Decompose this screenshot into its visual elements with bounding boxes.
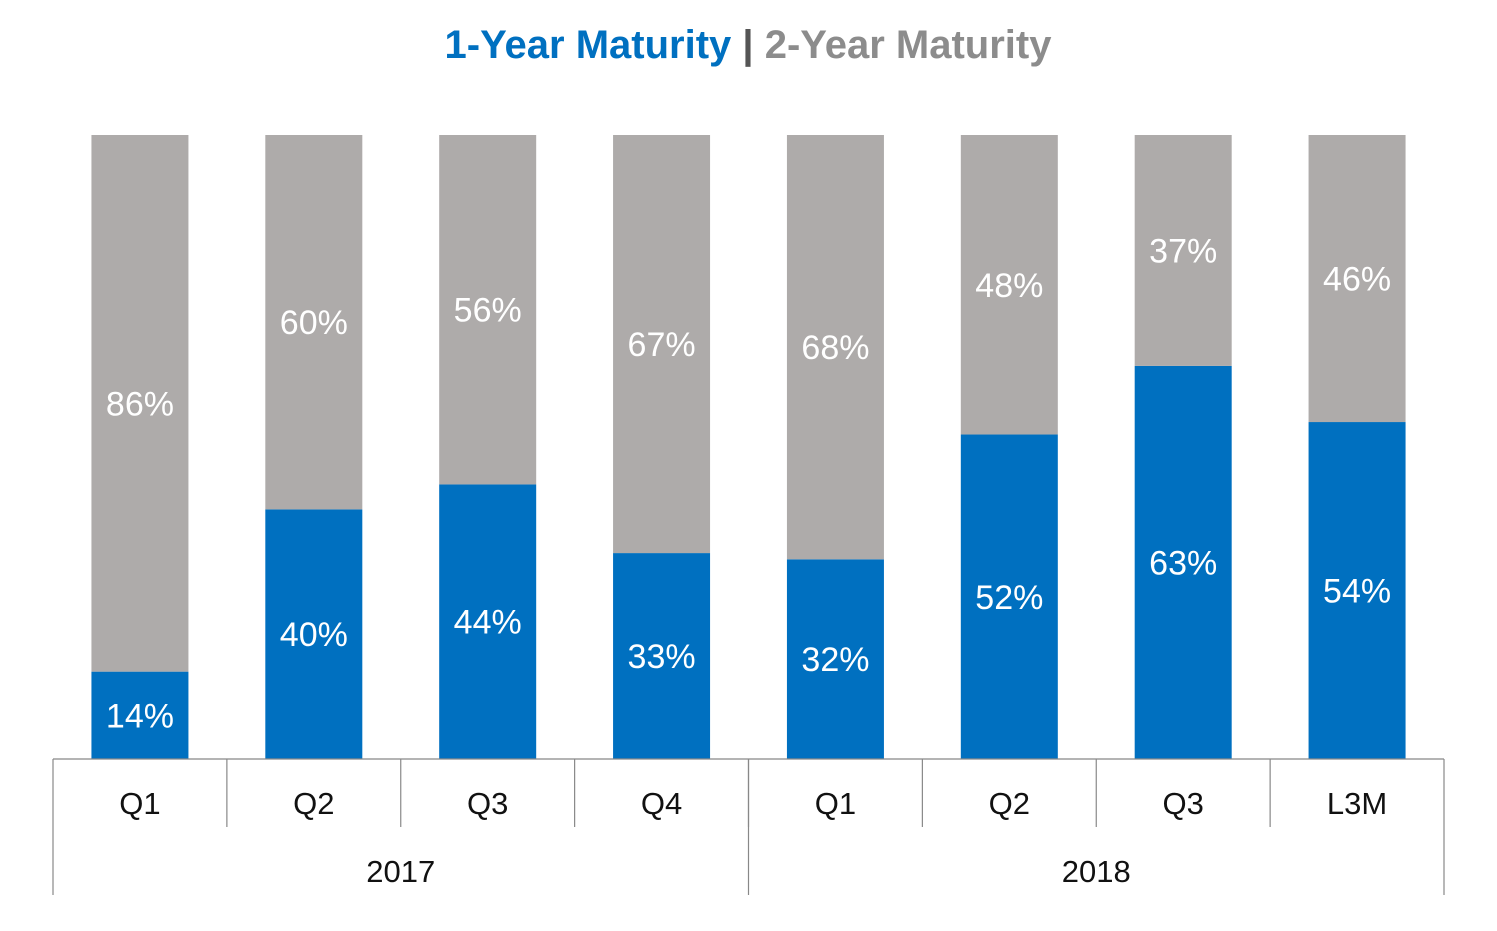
category-label: Q4 bbox=[641, 786, 682, 821]
data-label: 14% bbox=[106, 697, 174, 735]
bar-segment-two-year bbox=[786, 135, 884, 560]
bar-segment-two-year bbox=[265, 135, 363, 510]
data-label: 52% bbox=[975, 579, 1043, 617]
bar-segment-two-year bbox=[439, 135, 537, 485]
chart-title: 1-Year Maturity | 2-Year Maturity bbox=[445, 23, 1053, 67]
bar-segment-one-year bbox=[960, 434, 1058, 759]
bar-segment-two-year bbox=[1134, 135, 1232, 366]
data-label: 67% bbox=[628, 326, 696, 364]
data-label: 63% bbox=[1149, 544, 1217, 582]
data-label: 46% bbox=[1323, 261, 1391, 299]
bar-segment-one-year bbox=[265, 509, 363, 759]
data-label: 56% bbox=[454, 292, 522, 330]
data-label: 68% bbox=[801, 329, 869, 367]
bar-segment-two-year bbox=[613, 135, 711, 554]
bar-segment-two-year bbox=[91, 135, 189, 672]
data-label: 48% bbox=[975, 267, 1043, 305]
category-label: Q1 bbox=[119, 786, 160, 821]
bar-segment-one-year bbox=[1134, 365, 1232, 759]
data-label: 33% bbox=[628, 638, 696, 676]
data-label: 60% bbox=[280, 304, 348, 342]
category-label: L3M bbox=[1327, 786, 1387, 821]
group-label: 2018 bbox=[1062, 854, 1131, 889]
data-label: 37% bbox=[1149, 232, 1217, 270]
category-label: Q2 bbox=[293, 786, 334, 821]
title-part: 2-Year Maturity bbox=[765, 23, 1053, 67]
bar-segment-one-year bbox=[613, 553, 711, 759]
bar-segment-one-year bbox=[439, 484, 537, 759]
data-label: 40% bbox=[280, 616, 348, 654]
bar-segment-two-year bbox=[960, 135, 1058, 435]
category-label: Q3 bbox=[1163, 786, 1204, 821]
title-part: | bbox=[731, 23, 764, 67]
group-label: 2017 bbox=[366, 854, 435, 889]
data-label: 86% bbox=[106, 385, 174, 423]
category-label: Q1 bbox=[815, 786, 856, 821]
data-label: 54% bbox=[1323, 573, 1391, 611]
category-label: Q3 bbox=[467, 786, 508, 821]
category-label: Q2 bbox=[989, 786, 1030, 821]
bar-segment-one-year bbox=[786, 559, 884, 759]
bar-segment-one-year bbox=[91, 671, 189, 759]
data-label: 44% bbox=[454, 604, 522, 642]
title-part: 1-Year Maturity bbox=[445, 23, 733, 67]
bar-segment-one-year bbox=[1308, 422, 1406, 759]
bar-segment-two-year bbox=[1308, 135, 1406, 423]
data-label: 32% bbox=[801, 641, 869, 679]
category-axis: Q1 Q2 Q3 Q4 Q1 Q2 Q3 L3M 2017 2018 bbox=[52, 758, 1445, 895]
bars: 14% 86% 40% 60% 44% 56% 33% 67% 32% 68% 52% 48% 63% 3… bbox=[91, 135, 1406, 759]
chart-title-text: 1-Year Maturity | 2-Year Maturity bbox=[445, 23, 1053, 67]
